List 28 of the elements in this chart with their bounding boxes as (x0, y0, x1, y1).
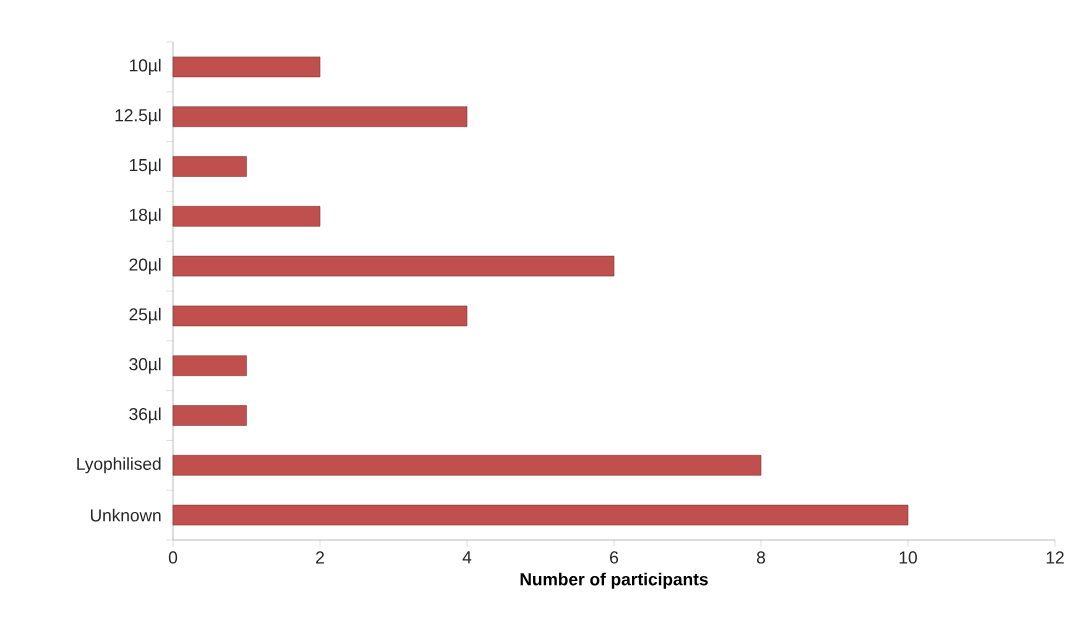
bar (172, 305, 468, 327)
y-tick-label: 25µl (129, 307, 161, 324)
y-tick-label: 10µl (129, 58, 161, 75)
y-tick-label: Unknown (90, 508, 161, 522)
y-tick-label: 36µl (129, 407, 161, 424)
x-tick-label: 6 (610, 551, 619, 564)
x-tick-label: 12 (1046, 551, 1064, 564)
y-tick-label: Lyophilised (77, 457, 161, 474)
bar (172, 504, 909, 526)
bar (172, 206, 321, 227)
bar (172, 156, 247, 177)
bar (172, 355, 247, 376)
bar (172, 405, 247, 426)
bar (172, 106, 468, 127)
y-tick-label: 12.5µl (115, 108, 161, 125)
bar (172, 255, 615, 277)
x-tick-label: 0 (168, 551, 178, 564)
y-tick-label: 18µl (129, 208, 161, 225)
bar (172, 56, 321, 78)
y-tick-label: 30µl (129, 357, 161, 374)
x-tick-label: 10 (899, 551, 917, 564)
x-tick-label: 8 (756, 551, 766, 564)
x-tick-label: 4 (462, 551, 472, 564)
x-tick-label: 2 (316, 551, 324, 564)
y-tick-label: 15µl (129, 158, 161, 175)
x-axis-title: Number of participants (520, 572, 708, 589)
bar (172, 455, 762, 476)
y-tick-label: 20µl (129, 258, 161, 275)
